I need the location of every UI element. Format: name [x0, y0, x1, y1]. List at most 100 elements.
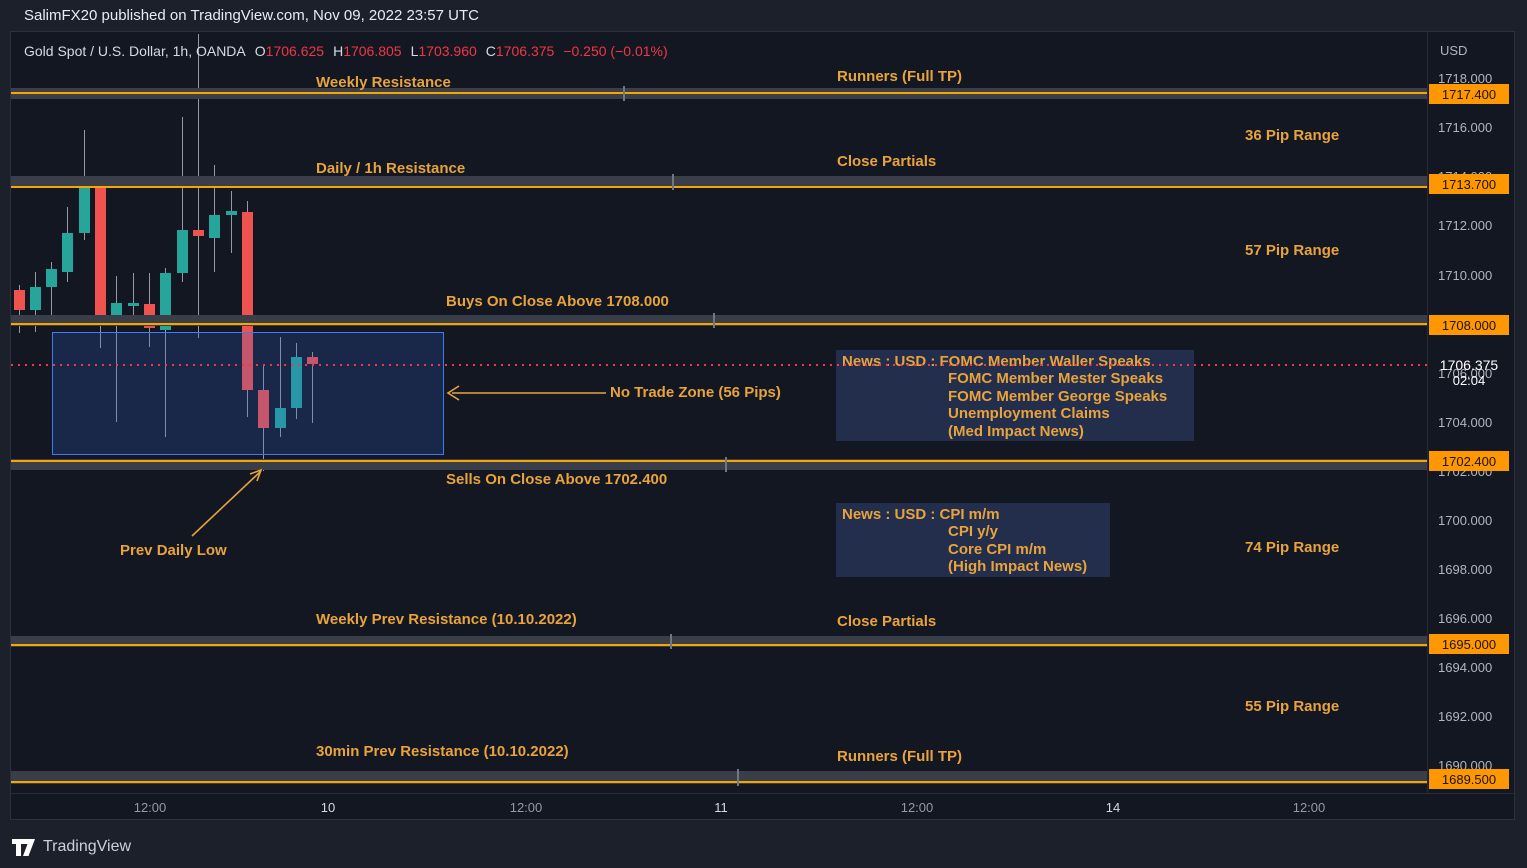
candle-wick [312, 351, 314, 423]
level-zone-band [11, 86, 1427, 101]
price-tick: 1712.000 [1438, 218, 1493, 234]
level-price-badge: 1689.500 [1429, 769, 1509, 789]
level-label-left: Sells On Close Above 1702.400 [446, 471, 668, 488]
candle-wick [230, 190, 232, 254]
axis-currency-label: USD [1440, 43, 1468, 58]
level-label-left: 30min Prev Resistance (10.10.2022) [316, 743, 569, 760]
published-info: SalimFX20 published on TradingView.com, … [24, 7, 479, 24]
line-anchor-handle[interactable] [725, 457, 727, 472]
news-line: CPI y/y [948, 523, 999, 541]
price-axis-divider [1427, 31, 1428, 793]
price-tick: 1698.000 [1438, 561, 1493, 577]
level-line [11, 781, 1427, 783]
candle-body [13, 290, 25, 310]
news-line: (High Impact News) [948, 558, 1088, 576]
price-tick: 1718.000 [1438, 71, 1493, 87]
time-tick: 10 [320, 800, 336, 815]
news-line: Unemployment Claims [948, 405, 1110, 423]
tradingview-logo[interactable]: TradingView [12, 838, 131, 856]
level-zone-band [11, 313, 1427, 328]
news-line: News : USD : FOMC Member Waller Speaks [842, 353, 1151, 370]
pip-range-label: 74 Pip Range [1245, 539, 1340, 556]
time-tick: 11 [714, 800, 728, 815]
level-price-badge: 1713.700 [1429, 174, 1509, 194]
level-line [11, 460, 1427, 462]
candle-wick [165, 268, 167, 438]
price-tick: 1700.000 [1438, 512, 1493, 528]
time-axis-divider [11, 793, 1516, 794]
ohlc-L: L1703.960 [410, 43, 477, 59]
candle-wick [279, 336, 281, 438]
candle-body [258, 389, 270, 428]
candle-body [78, 187, 90, 233]
level-line [11, 186, 1427, 188]
time-tick: 12:00 [133, 800, 167, 815]
level-line [11, 323, 1427, 325]
level-zone-band [11, 769, 1427, 786]
last-price-value: 1706.375 [1439, 357, 1499, 373]
no-trade-zone-label: No Trade Zone (56 Pips) [610, 384, 781, 401]
candle-body [95, 187, 107, 325]
candle-wick [51, 262, 53, 318]
level-price-badge: 1717.400 [1429, 84, 1509, 104]
candle-body [46, 269, 58, 287]
change-value: −0.250 (−0.01%) [563, 43, 668, 59]
level-price-badge: 1708.000 [1429, 315, 1509, 335]
prev-daily-low-label: Prev Daily Low [120, 542, 227, 559]
line-anchor-handle[interactable] [623, 86, 625, 101]
line-anchor-handle[interactable] [737, 769, 739, 786]
tradingview-mark-icon [12, 838, 35, 856]
level-line [11, 92, 1427, 94]
news-line: (Med Impact News) [948, 422, 1084, 440]
news-line: News : USD : CPI m/m [842, 506, 1000, 523]
ohlc-values: O1706.625 H1706.805 L1703.960 C1706.375 [246, 43, 555, 59]
level-price-badge: 1702.400 [1429, 451, 1509, 471]
price-tick: 1716.000 [1438, 120, 1493, 136]
last-price-line [11, 364, 1427, 366]
level-label-right: Close Partials [837, 153, 937, 170]
news-line: Core CPI m/m [948, 540, 1047, 558]
candle-body [62, 232, 74, 272]
time-tick: 14 [1105, 800, 1121, 815]
line-anchor-handle[interactable] [713, 313, 715, 328]
price-tick: 1704.000 [1438, 414, 1493, 430]
symbol-title: Gold Spot / U.S. Dollar, 1h, OANDA [24, 43, 246, 59]
candle-body [29, 286, 41, 310]
line-anchor-handle[interactable] [670, 634, 672, 649]
level-label-left: Buys On Close Above 1708.000 [446, 293, 669, 310]
bar-countdown: 02:04 [1452, 373, 1486, 388]
ohlc-O: O1706.625 [254, 43, 325, 59]
level-label-right: Runners (Full TP) [837, 68, 962, 85]
level-zone-band [11, 457, 1427, 472]
candle-wick [132, 273, 134, 324]
time-tick: 12:00 [509, 800, 543, 815]
level-label-right: Runners (Full TP) [837, 748, 962, 765]
pip-range-label: 57 Pip Range [1245, 242, 1340, 259]
news-box: News : USD : CPI m/m CPI y/y Core CPI m/m(… [836, 503, 1110, 577]
price-tick: 1710.000 [1438, 267, 1493, 283]
candle-body [160, 273, 172, 330]
ohlc-C: C1706.375 [485, 43, 555, 59]
price-tick: 1692.000 [1438, 709, 1493, 725]
candle-body [225, 210, 237, 216]
level-line [11, 644, 1427, 646]
level-label-left: Weekly Prev Resistance (10.10.2022) [316, 611, 577, 628]
level-price-badge: 1695.000 [1429, 634, 1509, 654]
pip-range-label: 55 Pip Range [1245, 698, 1340, 715]
time-tick: 12:00 [1292, 800, 1326, 815]
candle-body [291, 356, 303, 409]
candle-body [307, 356, 319, 365]
candle-wick [181, 117, 183, 282]
no-trade-zone-box [52, 332, 444, 455]
tradingview-wordmark: TradingView [43, 838, 132, 855]
ohlc-H: H1706.805 [333, 43, 402, 59]
pip-range-label: 36 Pip Range [1245, 127, 1340, 144]
candle-body [127, 302, 139, 307]
candle-body [242, 211, 254, 390]
candle-body [193, 230, 205, 237]
level-label-right: Close Partials [837, 613, 937, 630]
symbol-header[interactable]: Gold Spot / U.S. Dollar, 1h, OANDA O1706.… [24, 43, 668, 59]
candle-wick [116, 275, 118, 422]
line-anchor-handle[interactable] [672, 174, 674, 190]
